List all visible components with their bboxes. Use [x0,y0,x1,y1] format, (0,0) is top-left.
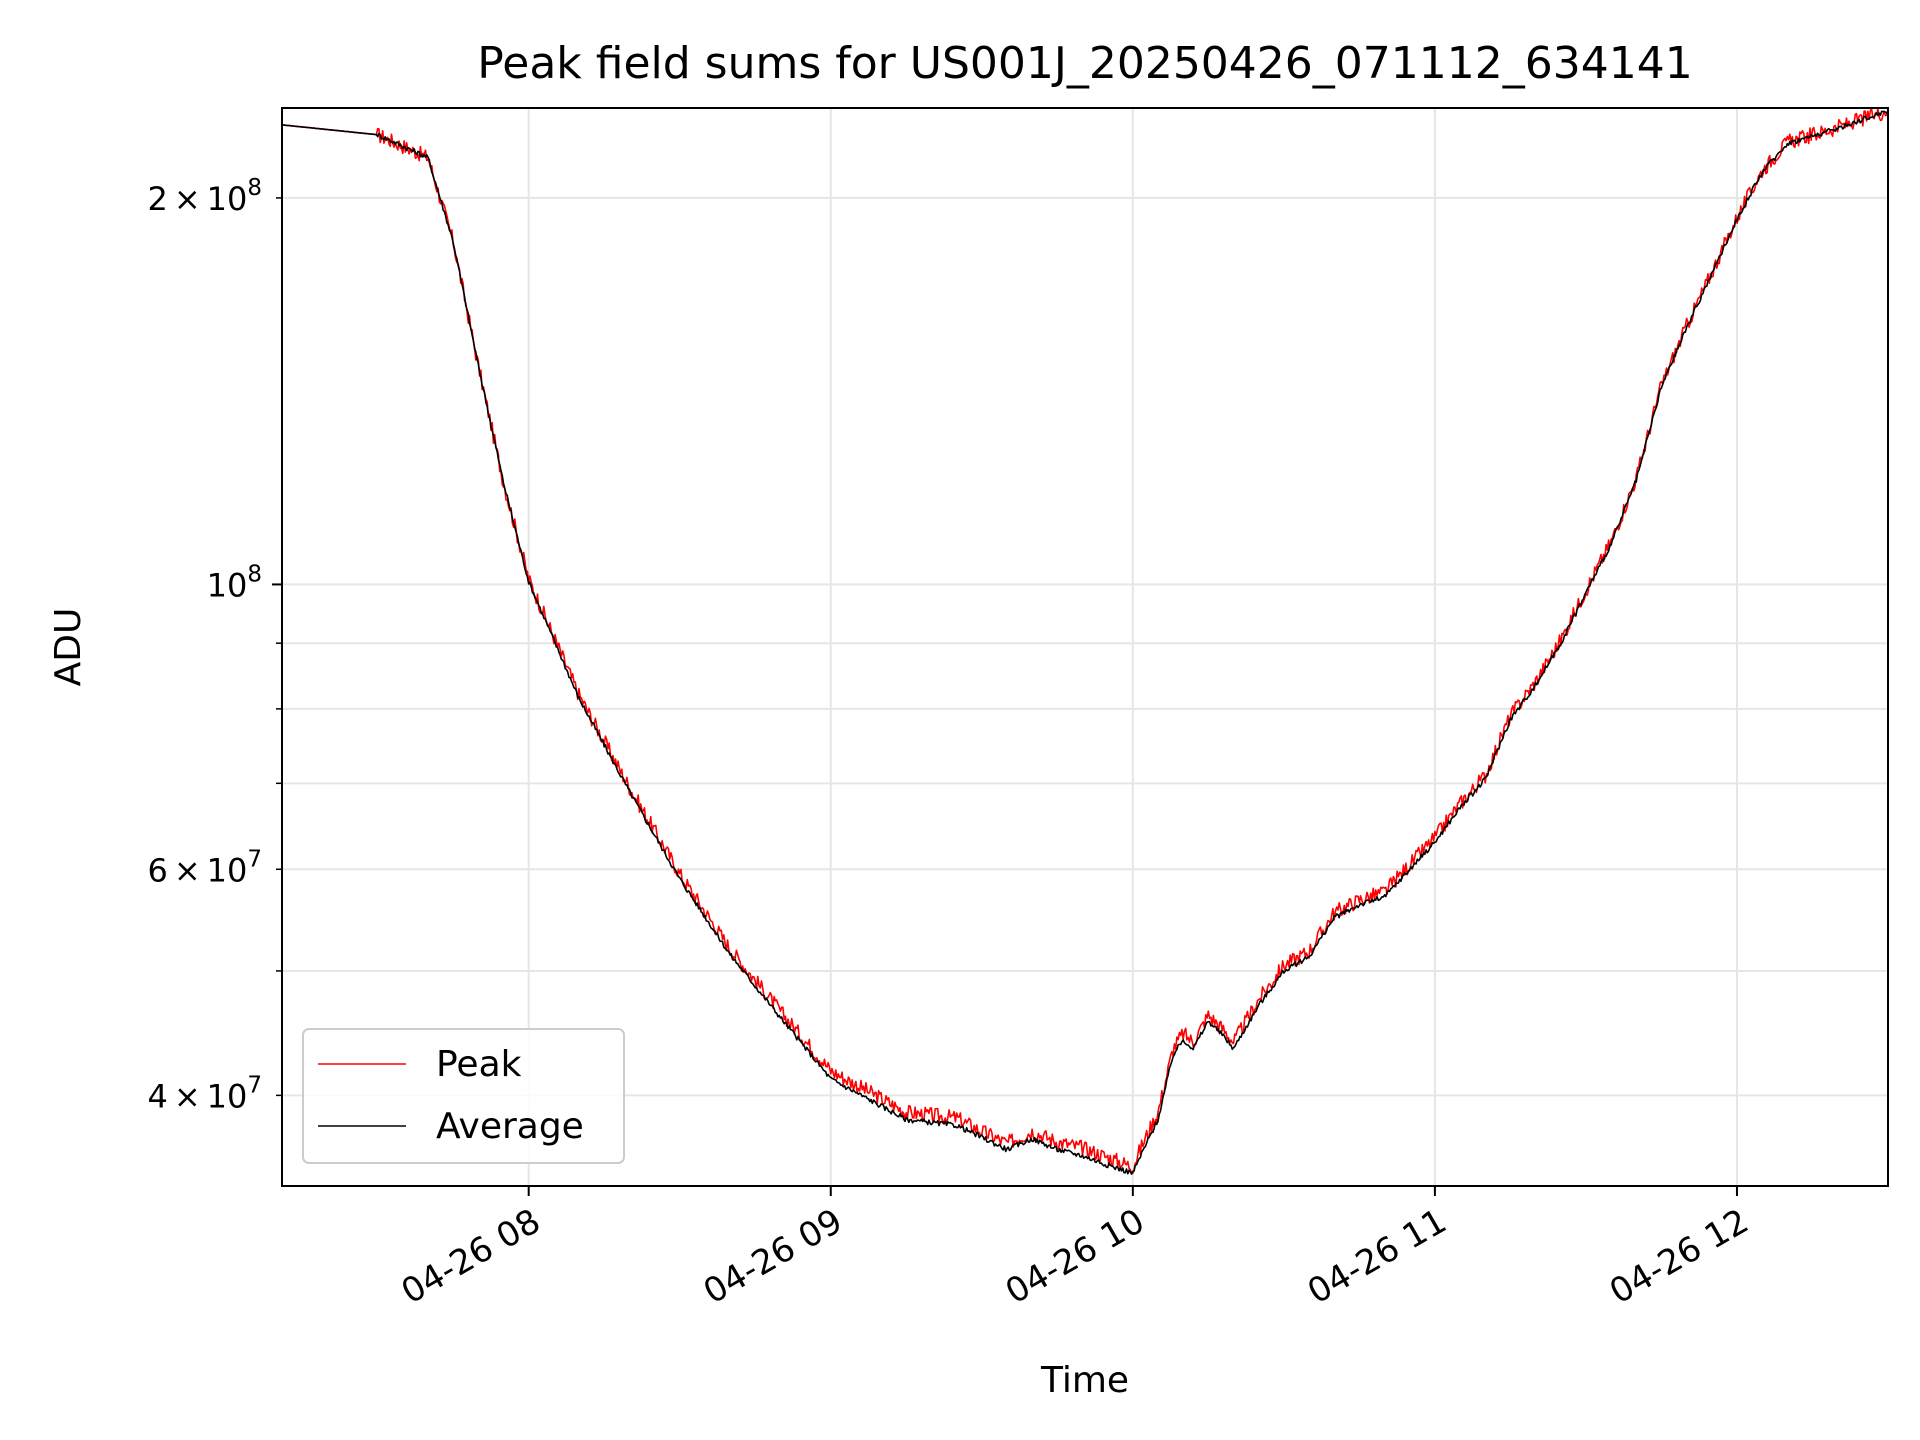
y-tick-base: 10 [207,566,248,604]
chart-title: Peak field sums for US001J_20250426_0711… [477,38,1692,89]
plot-area-background [282,108,1888,1186]
y-tick-label: 108 [207,561,262,604]
y-tick-exponent: 8 [247,175,262,201]
series-line-peak [281,107,1889,1175]
y-tick-exponent: 7 [247,846,262,872]
series-line-average [281,110,1889,1175]
y-tick-times: × [174,1077,201,1115]
legend-label-peak: Peak [436,1044,522,1085]
y-tick-label: 2 × 108 [147,175,262,218]
y-tick-times: × [174,180,201,218]
y-tick-base: 10 [207,851,248,889]
legend: Peak Average [302,1028,625,1164]
y-tick-mantissa: 4 [147,1077,167,1115]
y-tick-label: 6 × 107 [147,846,262,889]
x-axis-label: Time [1040,1360,1129,1401]
plot-frame [281,107,1889,1187]
series-layer [281,107,1889,1175]
y-tick-mantissa: 2 [147,180,167,218]
y-tick-base: 10 [207,180,248,218]
y-tick-base: 10 [207,1077,248,1115]
y-tick-exponent: 7 [247,1072,262,1098]
legend-box [302,1028,625,1164]
grid-layer [282,108,1888,1186]
legend-label-average: Average [436,1106,584,1147]
y-tick-mantissa: 6 [147,851,167,889]
y-tick-times: × [174,851,201,889]
y-tick-exponent: 8 [247,561,262,587]
y-tick-label: 4 × 107 [147,1072,262,1115]
y-axis-label: ADU [48,608,89,687]
